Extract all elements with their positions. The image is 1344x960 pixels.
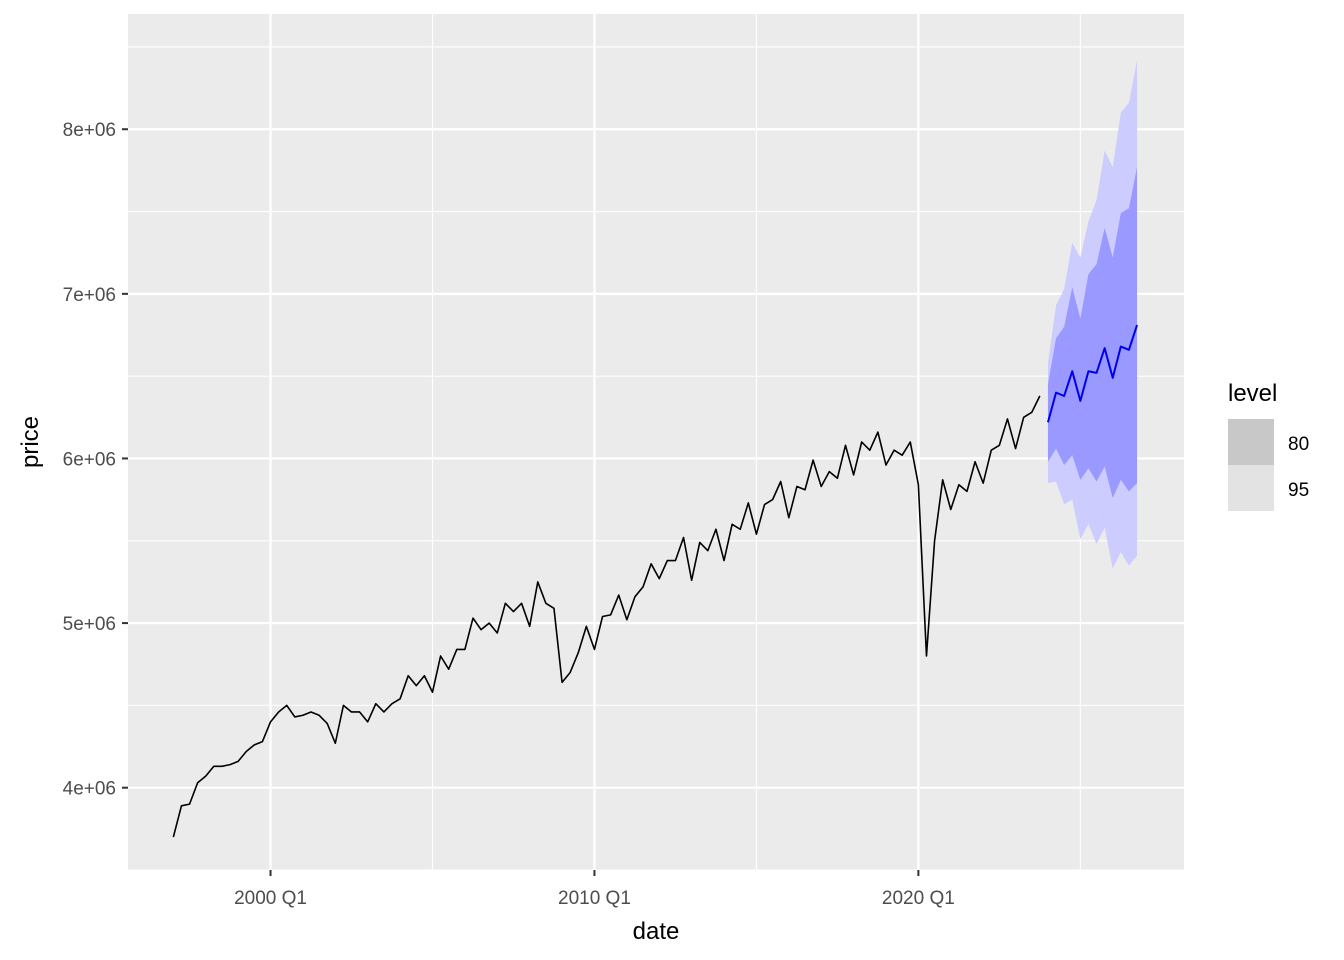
band-80 xyxy=(1047,167,1138,498)
prediction-intervals xyxy=(1047,60,1138,569)
y-tick-label: 4e+06 xyxy=(63,779,116,800)
x-tick-label: 2010 Q1 xyxy=(558,888,631,909)
y-axis-title: price xyxy=(17,416,44,468)
plot-panel xyxy=(128,14,1184,870)
history-line xyxy=(172,395,1041,838)
legend-swatch-80 xyxy=(1228,419,1274,465)
legend: level 80 95 xyxy=(1228,380,1309,511)
axis-ticks xyxy=(122,128,920,876)
y-tick-label: 8e+06 xyxy=(63,120,116,141)
series-lines xyxy=(172,324,1138,838)
y-tick-label: 6e+06 xyxy=(63,449,116,470)
x-tick-label: 2020 Q1 xyxy=(882,888,955,909)
x-axis-tick-labels: 2000 Q1 2010 Q1 2020 Q1 xyxy=(234,888,955,909)
legend-title: level xyxy=(1228,380,1277,407)
x-tick-label: 2000 Q1 xyxy=(234,888,307,909)
y-axis-tick-labels: 4e+06 5e+06 6e+06 7e+06 8e+06 xyxy=(63,120,116,799)
major-gridlines xyxy=(128,14,1184,870)
legend-swatch-95 xyxy=(1228,465,1274,511)
y-tick-label: 5e+06 xyxy=(63,614,116,635)
legend-label-80: 80 xyxy=(1288,434,1309,455)
y-tick-label: 7e+06 xyxy=(63,285,116,306)
x-axis-title: date xyxy=(633,918,680,945)
legend-label-95: 95 xyxy=(1288,480,1309,501)
forecast-mean-line xyxy=(1046,324,1138,423)
